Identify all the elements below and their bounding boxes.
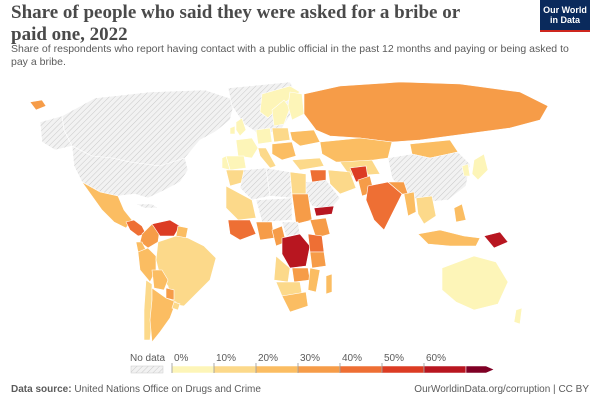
legend-bin-4[interactable] [339,365,383,374]
legend-tick-label-0: 0% [174,353,189,364]
country-finland[interactable] [287,91,305,121]
country-uk[interactable] [235,117,247,137]
country-cuba[interactable] [135,203,159,209]
legend-tick-label-6: 60% [426,353,446,364]
country-car[interactable] [281,221,301,237]
color-legend: No data 0% 10% 20% 30% 40% 50% 60% [130,353,495,374]
country-mozambique[interactable] [307,267,321,293]
country-uruguay[interactable] [171,301,181,311]
country-australia[interactable] [441,255,509,311]
country-south-africa[interactable] [281,291,309,313]
country-iran[interactable] [327,169,357,195]
legend-tick-label-5: 50% [384,353,404,364]
legend-bin-7[interactable] [465,365,495,374]
legend-no-data-swatch [130,365,164,374]
legend-tick-label-2: 20% [258,353,278,364]
country-indonesia[interactable] [417,229,481,247]
country-korea[interactable] [461,163,471,177]
country-zambia[interactable] [291,267,311,283]
country-italy[interactable] [257,147,277,169]
country-drc[interactable] [281,233,311,269]
logo-line-2: in Data [549,15,580,25]
country-argentina[interactable] [149,287,177,343]
legend-tick-label-4: 40% [342,353,362,364]
country-ukraine[interactable] [289,129,321,147]
country-paraguay[interactable] [165,287,175,301]
country-bolivia[interactable] [151,269,169,291]
country-niger-chad[interactable] [255,197,293,223]
source-label: Data source: [11,384,72,395]
country-mauritania-mali[interactable] [225,185,257,221]
legend-bin-0[interactable] [171,365,215,374]
owid-logo[interactable]: Our World in Data [540,0,590,30]
legend-bin-3[interactable] [297,365,341,374]
country-ireland[interactable] [229,125,236,135]
chart-title: Share of people who said they were asked… [11,2,460,45]
world-map [29,81,549,343]
country-new-zealand[interactable] [513,307,523,325]
footer: Data source: United Nations Office on Dr… [11,384,589,395]
legend-bin-2[interactable] [255,365,299,374]
legend-no-data-label: No data [130,353,165,364]
country-balkans[interactable] [271,141,297,161]
country-chile[interactable] [143,279,153,341]
country-iceland[interactable] [29,99,47,111]
country-poland[interactable] [271,127,291,143]
legend-bin-1[interactable] [213,365,257,374]
footer-url[interactable]: OurWorldinData.org/corruption | CC BY [414,384,589,395]
country-france[interactable] [235,137,259,159]
chart-subtitle: Share of respondents who report having c… [11,43,569,68]
logo-line-1: Our World [543,5,587,15]
country-turkey[interactable] [291,157,325,171]
country-madagascar[interactable] [325,273,333,295]
source-text: United Nations Office on Drugs and Crime [74,384,261,395]
country-egypt[interactable] [289,171,307,195]
legend-tick-label-3: 30% [300,353,320,364]
country-brazil[interactable] [155,235,217,307]
country-papua-new-guinea[interactable] [483,231,509,249]
country-iraq[interactable] [309,169,327,183]
country-russia[interactable] [303,81,549,143]
country-algeria[interactable] [239,167,271,201]
country-myanmar[interactable] [403,191,417,217]
logo-accent-bar [540,30,590,32]
legend-bin-6[interactable] [423,365,467,374]
legend-tick-label-1: 10% [216,353,236,364]
country-yemen[interactable] [313,205,335,217]
country-sweden[interactable] [271,99,291,127]
country-philippines[interactable] [453,203,467,223]
country-kazakhstan[interactable] [319,137,393,163]
country-libya[interactable] [265,167,293,199]
country-japan[interactable] [471,153,489,181]
country-uganda-kenya[interactable] [307,233,325,253]
country-nigeria[interactable] [255,221,275,241]
country-ethiopia[interactable] [309,217,331,239]
country-germany[interactable] [255,127,273,145]
legend-bin-5[interactable] [381,365,425,374]
country-tanzania[interactable] [309,251,327,269]
country-west-africa[interactable] [227,219,257,241]
country-southeast-asia[interactable] [415,195,437,225]
